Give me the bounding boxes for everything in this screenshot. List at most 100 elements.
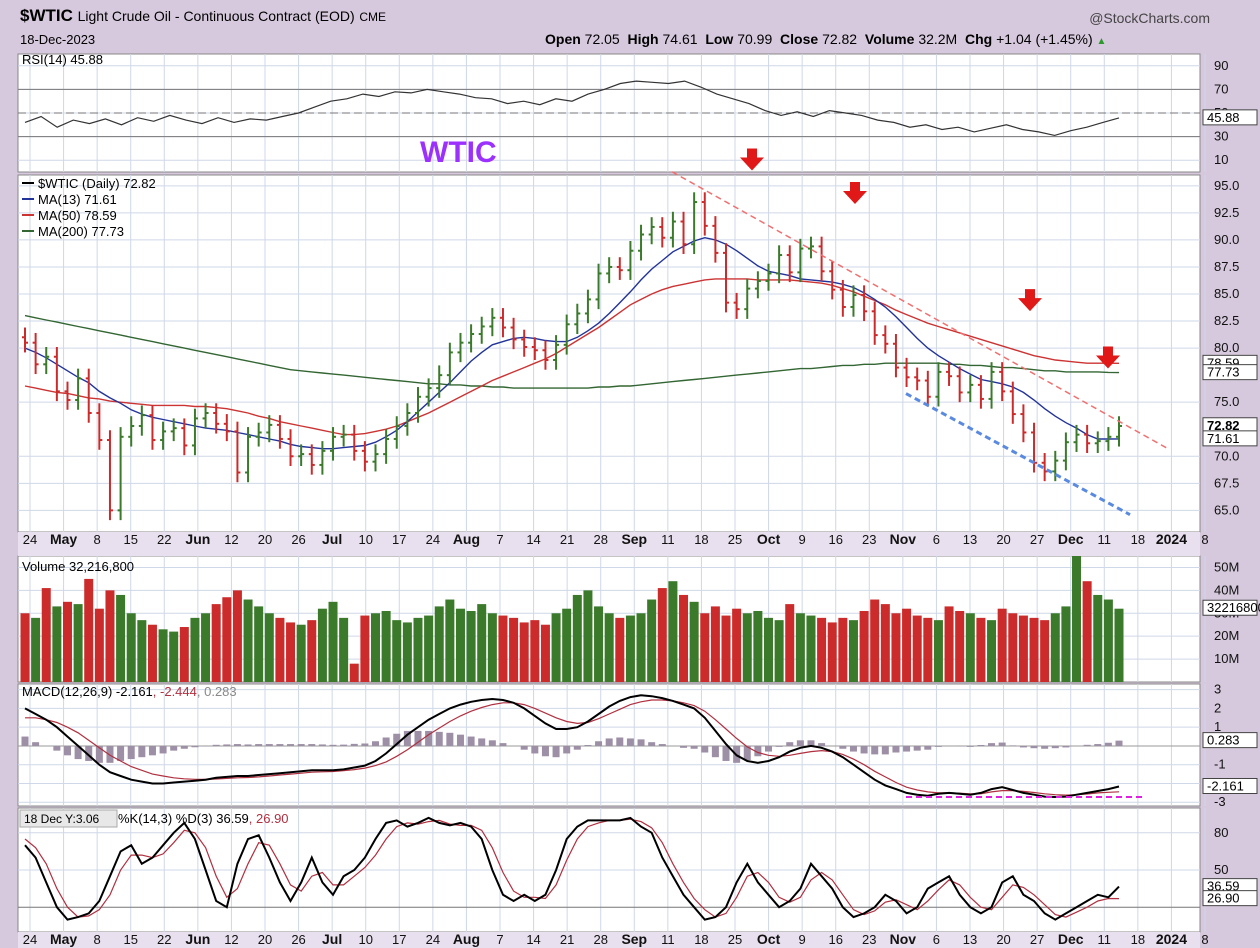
macd-histogram-bar xyxy=(648,742,656,746)
macd-histogram-bar xyxy=(892,745,900,753)
y-tick-label: 92.5 xyxy=(1214,205,1239,220)
stoch-k-last-value: 36.59 xyxy=(1207,879,1240,894)
volume-bar xyxy=(243,599,253,682)
date-tick-label: Oct xyxy=(757,531,781,547)
volume-bar xyxy=(583,590,593,682)
date-tick-label: Sep xyxy=(621,531,647,547)
y-tick-label: 80 xyxy=(1214,825,1228,840)
y-tick-label: 50M xyxy=(1214,559,1239,574)
macd-legend: MACD(12,26,9) -2.161, -2.444, 0.283 xyxy=(22,684,237,699)
macd-line xyxy=(24,694,1120,799)
macd-histogram-bar xyxy=(456,734,464,746)
date-tick-label: 18 xyxy=(1131,532,1145,547)
macd-histogram-bar xyxy=(563,745,571,754)
macd-histogram-bar xyxy=(170,745,178,751)
date-tick-label: 16 xyxy=(828,932,842,947)
y-tick-label: 70.0 xyxy=(1214,448,1239,463)
volume-bar xyxy=(296,624,306,682)
volume-bar xyxy=(254,606,264,682)
volume-bar xyxy=(795,613,805,682)
volume-bar xyxy=(232,590,242,682)
price-legend-entry: MA(200) 77.73 xyxy=(38,224,124,239)
macd-histogram-bar xyxy=(531,745,539,754)
date-tick-label: 8 xyxy=(94,932,101,947)
macd-histogram-bar xyxy=(127,745,135,760)
volume-bar xyxy=(955,610,965,682)
macd-histogram-bar xyxy=(584,745,592,746)
macd-histogram-bar xyxy=(1009,745,1017,746)
volume-bar xyxy=(381,610,391,682)
y-tick-label: 82.5 xyxy=(1214,313,1239,328)
volume-bar xyxy=(657,588,667,682)
volume-bar xyxy=(349,663,359,682)
macd-histogram-bar xyxy=(148,745,156,756)
volume-bar xyxy=(360,615,370,682)
macd-histogram-bar xyxy=(85,745,93,761)
macd-histogram-bar xyxy=(159,745,167,754)
macd-histogram-bar xyxy=(1062,745,1070,748)
volume-bar xyxy=(689,601,699,682)
volume-label: Volume xyxy=(864,31,915,47)
volume-bar xyxy=(848,620,858,682)
ma200-last-value: 77.73 xyxy=(1207,365,1240,380)
ma13-line xyxy=(24,236,1120,450)
date-tick-label: Aug xyxy=(453,531,480,547)
volume-bar xyxy=(201,613,211,682)
date-tick-label: Jul xyxy=(322,531,342,547)
volume-last-value: 32216800 xyxy=(1207,600,1260,615)
volume-bar xyxy=(105,590,115,682)
low-value: 70.99 xyxy=(737,31,773,47)
date-tick-label: Sep xyxy=(621,931,647,947)
volume-bar xyxy=(647,599,657,682)
volume-bar xyxy=(402,622,412,682)
macd-histogram-bar xyxy=(329,744,337,746)
volume-bar xyxy=(572,594,582,682)
macd-histogram-bar xyxy=(743,745,751,761)
lower-trend-line xyxy=(905,392,1131,517)
macd-histogram-bar xyxy=(467,736,475,746)
macd-histogram-bar xyxy=(637,739,645,746)
macd-histogram-bar xyxy=(32,742,40,746)
price-legend-entry: MA(50) 78.59 xyxy=(38,208,117,223)
date-tick-label: 14 xyxy=(526,532,540,547)
volume-bar xyxy=(965,613,975,682)
date-tick-label: 18 xyxy=(1131,932,1145,947)
ma13-last-value: 71.61 xyxy=(1207,431,1240,446)
volume-bar xyxy=(987,620,997,682)
macd-histogram-bar xyxy=(722,745,730,761)
date-tick-label: 17 xyxy=(392,932,406,947)
stoch-tooltip: 18 Dec Y:3.06 xyxy=(24,812,99,826)
date-tick-label: Aug xyxy=(453,931,480,947)
volume-bar xyxy=(594,606,604,682)
date-tick-label: 7 xyxy=(496,932,503,947)
ma200-line xyxy=(24,314,1120,389)
volume-bar xyxy=(84,578,94,682)
volume-bar xyxy=(859,610,869,682)
date-tick-label: 24 xyxy=(426,932,440,947)
macd-histogram-bar xyxy=(1104,742,1112,746)
volume-bar xyxy=(1114,608,1124,682)
down-arrow-icon xyxy=(740,148,764,171)
down-arrow-icon xyxy=(843,182,867,205)
macd-legend-value: MACD(12,26,9) -2.161 xyxy=(22,684,153,699)
date-tick-label: 10 xyxy=(358,932,372,947)
macd-histogram-bar xyxy=(478,738,486,746)
volume-bar xyxy=(763,617,773,682)
macd-histogram-bar xyxy=(403,730,411,746)
macd-histogram-bar xyxy=(425,730,433,746)
price-legend-entry: MA(13) 71.61 xyxy=(38,192,117,207)
symbol-description: Light Crude Oil - Continuous Contract (E… xyxy=(77,8,355,24)
y-tick-label: 87.5 xyxy=(1214,259,1239,274)
date-tick-label: May xyxy=(50,931,77,947)
macd-histogram-bar xyxy=(903,745,911,752)
volume-bar xyxy=(222,597,232,682)
stoch-legend-value: , 26.90 xyxy=(249,811,289,826)
volume-bar xyxy=(806,615,816,682)
volume-bar xyxy=(116,594,126,682)
volume-bar xyxy=(1072,556,1082,682)
macd-histogram-bar xyxy=(265,744,273,746)
volume-bar xyxy=(668,581,678,682)
date-tick-label: 20 xyxy=(996,932,1010,947)
volume-bar xyxy=(562,608,572,682)
macd-histogram-bar xyxy=(849,745,857,752)
